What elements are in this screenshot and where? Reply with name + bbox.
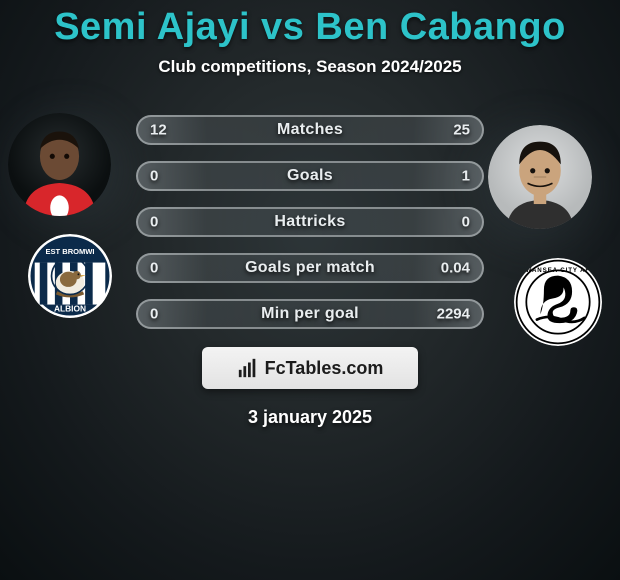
svg-text:ALBION: ALBION [54,303,86,313]
stat-right-value: 0.04 [441,260,470,277]
stat-left-value: 0 [150,306,158,323]
brand-text: FcTables.com [265,358,384,379]
stat-label: Matches [277,121,343,139]
stat-right-value: 0 [462,214,470,231]
stat-right-value: 2294 [437,306,470,323]
stat-label: Goals [287,167,333,185]
chart-icon [237,357,259,379]
stat-row-mpg: 0 Min per goal 2294 [136,299,484,329]
stat-right-value: 1 [462,168,470,185]
stat-left-value: 0 [150,214,158,231]
stat-left-value: 0 [150,260,158,277]
stat-left-value: 0 [150,168,158,185]
stat-row-gpm: 0 Goals per match 0.04 [136,253,484,283]
stat-right-value: 25 [453,122,470,139]
brand-card: FcTables.com [202,347,418,389]
player-right-avatar [488,125,592,229]
stat-label: Goals per match [245,259,375,277]
stat-left-value: 12 [150,122,167,139]
stat-row-hattricks: 0 Hattricks 0 [136,207,484,237]
svg-text:EST BROMWI: EST BROMWI [45,247,94,256]
page-subtitle: Club competitions, Season 2024/2025 [158,57,461,77]
page-title: Semi Ajayi vs Ben Cabango [54,6,566,49]
stat-label: Hattricks [274,213,345,231]
stat-row-matches: 12 Matches 25 [136,115,484,145]
stat-row-goals: 0 Goals 1 [136,161,484,191]
club-left-badge: EST BROMWI ALBION [28,234,112,318]
date-text: 3 january 2025 [248,407,372,428]
svg-text:SWANSEA CITY AFC: SWANSEA CITY AFC [521,267,596,274]
stat-label: Min per goal [261,305,359,323]
player-left-avatar [8,113,111,216]
stats-list: 12 Matches 25 0 Goals 1 0 Hattricks 0 0 … [136,115,484,329]
club-right-badge: SWANSEA CITY AFC [514,258,602,346]
